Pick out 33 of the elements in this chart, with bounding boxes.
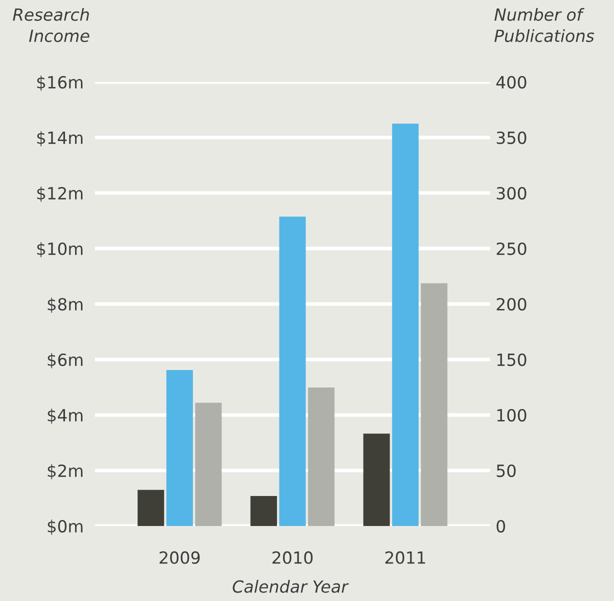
bar — [420, 283, 448, 526]
bar — [195, 402, 222, 526]
y2-tick-label: 250 — [496, 242, 526, 256]
y-tick-label: $14m — [37, 131, 82, 146]
y-tick-label: $16m — [37, 76, 82, 91]
bar — [250, 496, 277, 526]
x-tick-label: 2010 — [272, 551, 313, 564]
y2-tick-label: 0 — [496, 520, 506, 533]
y-tick-label: $8m — [48, 298, 82, 313]
y2-tick-label: 150 — [497, 353, 526, 366]
y2-tick-label: 50 — [496, 464, 516, 478]
bar — [279, 216, 306, 526]
y2-tick-label: 300 — [496, 186, 526, 200]
y-tick-label: $12m — [37, 186, 82, 202]
y-tick-label: $10m — [37, 242, 82, 258]
y2-axis-title: Number of Publications — [494, 8, 594, 42]
bar — [138, 490, 164, 526]
y2-tick-label: 400 — [496, 76, 526, 89]
x-axis-title: Calendar Year — [232, 580, 349, 593]
y-tick-label: $0m — [48, 520, 82, 535]
y2-tick-label: 100 — [497, 408, 526, 422]
y-tick-label: $2m — [48, 464, 82, 480]
x-tick-label: 2011 — [385, 551, 426, 564]
bar — [363, 434, 390, 526]
y2-tick-label: 350 — [496, 131, 526, 144]
bar — [166, 370, 193, 526]
y-axis-title: Research Income — [12, 8, 90, 42]
y-tick-label: $4m — [48, 408, 82, 424]
bar — [308, 388, 335, 526]
y-tick-label: $6m — [48, 353, 82, 368]
y2-tick-label: 200 — [496, 298, 526, 311]
x-tick-label: 2009 — [160, 551, 200, 564]
bar — [392, 124, 419, 526]
